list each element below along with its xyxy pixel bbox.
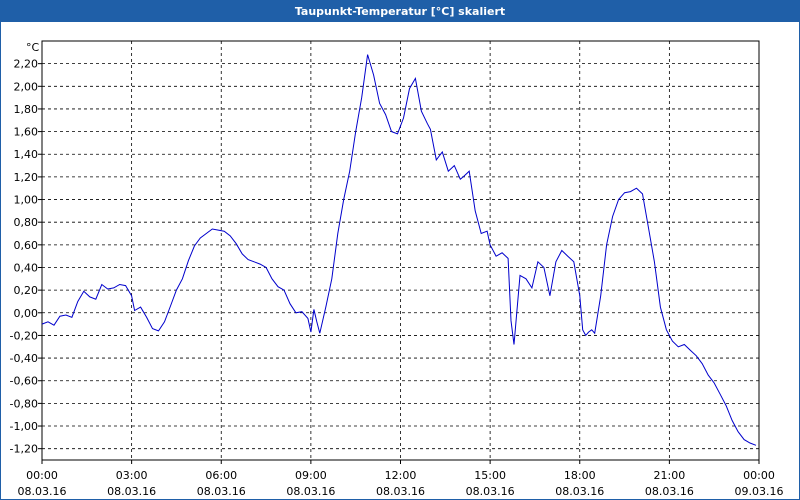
x-tick-label-time: 06:00: [205, 469, 237, 482]
x-tick-label-date: 09.03.16: [735, 485, 784, 498]
x-tick-label-time: 12:00: [385, 469, 417, 482]
y-tick-label: 0,60: [14, 239, 39, 252]
x-tick-label-time: 15:00: [474, 469, 506, 482]
x-tick-label-date: 08.03.16: [555, 485, 604, 498]
y-tick-label: 2,00: [14, 80, 39, 93]
y-tick-label: -0,40: [10, 352, 38, 365]
y-tick-label: 0,20: [14, 284, 39, 297]
x-tick-label-date: 08.03.16: [286, 485, 335, 498]
x-tick-label-date: 08.03.16: [197, 485, 246, 498]
x-tick-label-date: 08.03.16: [376, 485, 425, 498]
x-tick-label-time: 09:00: [295, 469, 327, 482]
grid: [42, 41, 759, 460]
y-tick-label: -1,00: [10, 420, 38, 433]
y-tick-label: -0,80: [10, 397, 38, 410]
y-tick-label: 0,40: [14, 261, 39, 274]
x-tick-label-time: 00:00: [26, 469, 58, 482]
chart-title: Taupunkt-Temperatur [°C] skaliert: [1, 1, 799, 22]
y-tick-label: -0,60: [10, 375, 38, 388]
y-tick-label: 1,80: [14, 103, 39, 116]
x-axis-ticks: 00:00 08.03.16 03:00 08.03.16 06:00 08.03.16 0…: [18, 460, 784, 498]
y-tick-label: 1,20: [14, 171, 39, 184]
y-tick-label: 0,00: [14, 307, 39, 320]
x-tick-label-date: 08.03.16: [466, 485, 515, 498]
y-unit-label: °C: [26, 41, 40, 54]
y-tick-label: 1,40: [14, 148, 39, 161]
series-line-dewpoint: [41, 54, 757, 446]
y-tick-label: 1,60: [14, 126, 39, 139]
y-tick-label: -0,20: [10, 329, 38, 342]
y-tick-label: 2,20: [14, 58, 39, 71]
x-tick-label-date: 08.03.16: [645, 485, 694, 498]
y-axis-ticks: 2,20 2,00 1,80 1,60 1,40 1,20 1,00 0,80 0,60 0,40…: [10, 58, 42, 456]
y-tick-label: 1,00: [14, 194, 39, 207]
x-tick-label-time: 21:00: [654, 469, 686, 482]
x-tick-label-date: 08.03.16: [107, 485, 156, 498]
x-tick-label-time: 18:00: [564, 469, 596, 482]
y-tick-label: 0,80: [14, 216, 39, 229]
x-tick-label-time: 00:00: [743, 469, 775, 482]
x-tick-label-date: 08.03.16: [18, 485, 67, 498]
x-tick-label-time: 03:00: [116, 469, 148, 482]
plot-area: [41, 40, 760, 461]
y-tick-label: -1,20: [10, 443, 38, 456]
